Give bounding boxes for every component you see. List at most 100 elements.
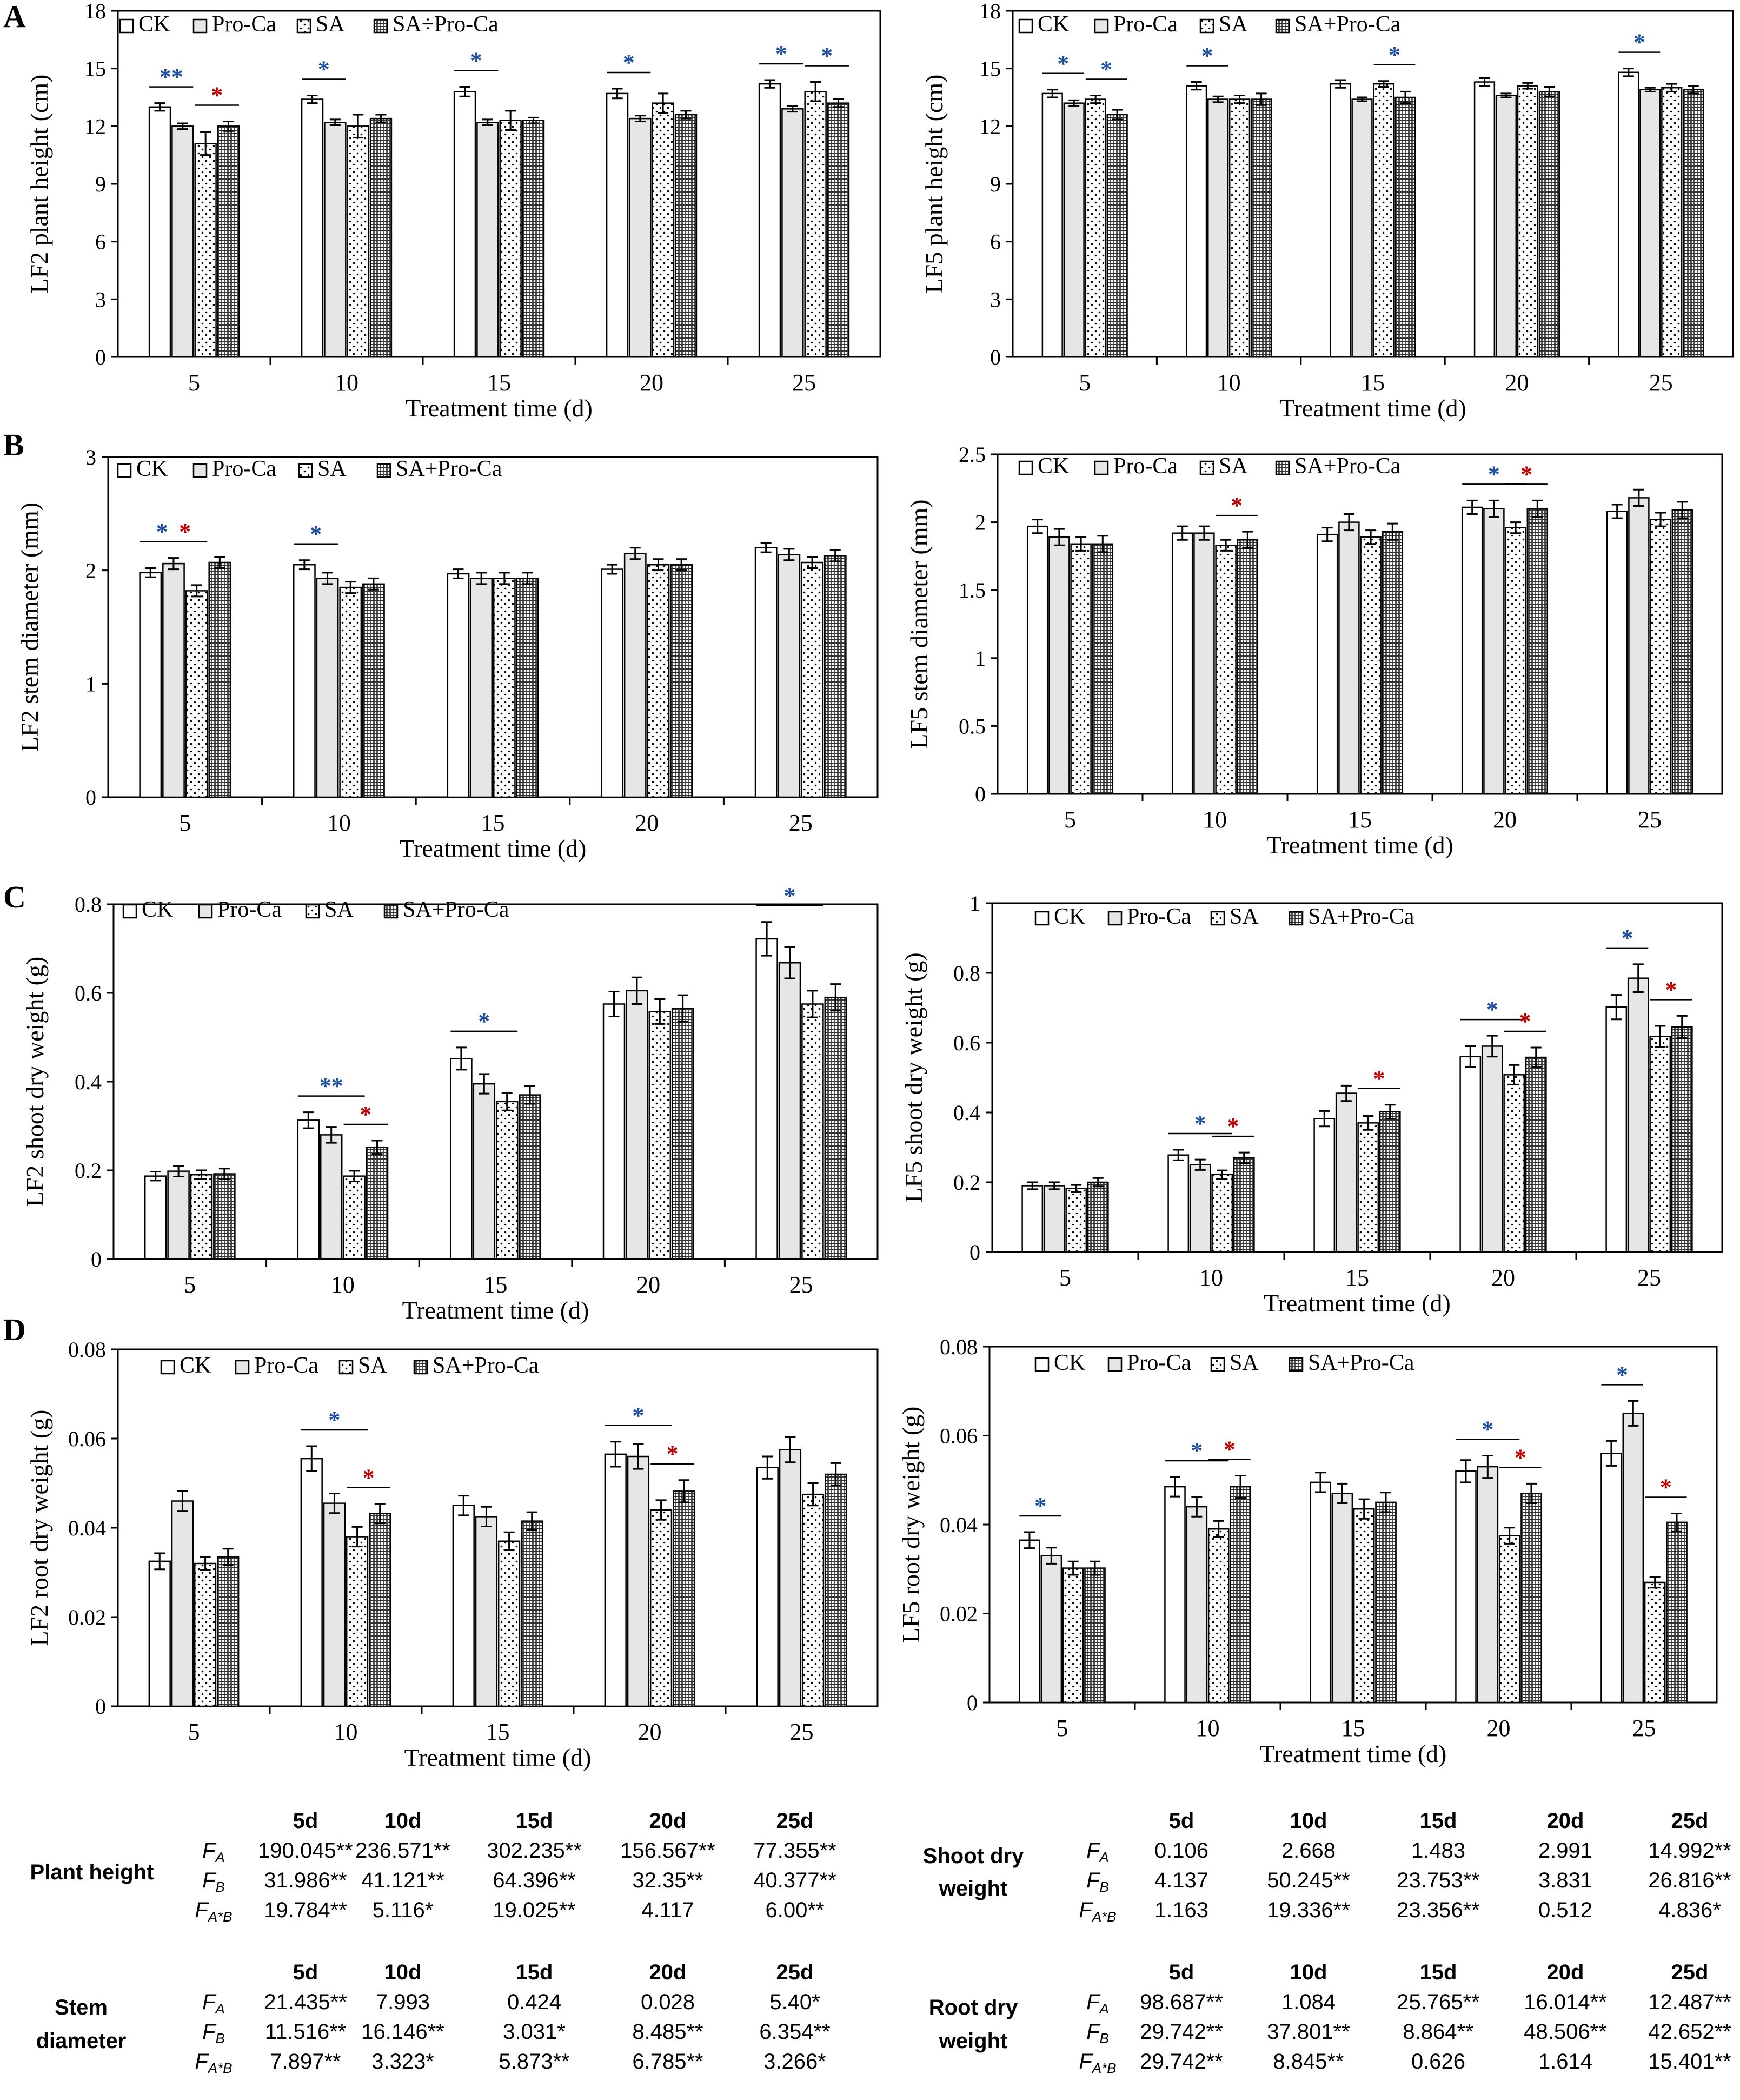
y-tick-label: 0: [967, 1691, 978, 1715]
legend-swatch: [1289, 1357, 1304, 1372]
y-tick-label: 1: [969, 891, 980, 916]
bar-sa-5: [1062, 1567, 1084, 1704]
bar-sa-pro-ca-15: [1379, 1111, 1401, 1253]
legend-swatch: [198, 904, 213, 919]
y-tick-label: 1: [975, 646, 986, 671]
legend-swatch: [1107, 911, 1123, 926]
x-tick-label: 25: [1649, 369, 1673, 396]
y-axis-title: LF2 plant height (cm): [25, 75, 53, 294]
x-tick-label: 10: [1199, 1264, 1223, 1291]
y-tick-label: 0.5: [959, 714, 986, 738]
significance-marker: *: [1373, 1065, 1385, 1092]
x-tick-label: 20: [636, 1271, 660, 1298]
bar-ck-10: [293, 564, 316, 798]
bar-sa-25: [1661, 87, 1683, 358]
bar-sa-pro-ca-5: [1084, 1567, 1106, 1704]
legend-swatch: [1018, 460, 1033, 475]
legend-swatch: [1275, 460, 1290, 475]
anova-factor-label: FA*B: [195, 1898, 232, 1925]
bar-sa-pro-ca-20: [1525, 1056, 1547, 1253]
anova-value: 1.614: [1538, 2050, 1592, 2073]
bar-ck-25: [754, 547, 778, 798]
y-tick-label: 6: [95, 230, 106, 254]
y-tick-label: 18: [979, 0, 1001, 23]
significance-marker: *: [1224, 1436, 1236, 1463]
anova-column-header: 15d: [516, 1809, 553, 1833]
x-tick-label: 10: [327, 810, 351, 836]
legend-label: Pro-Ca: [254, 1353, 318, 1378]
bar-pro-ca-10: [324, 121, 347, 358]
legend-swatch: [160, 1360, 175, 1375]
significance-marker: *: [179, 519, 191, 545]
significance-marker: *: [1482, 1416, 1493, 1443]
anova-block-title: weight: [939, 2029, 1008, 2053]
y-tick-label: 0.06: [68, 1427, 106, 1451]
legend-label: Pro-Ca: [1113, 454, 1178, 479]
legend-label: CK: [1054, 904, 1085, 929]
anova-value: 19.784**: [264, 1898, 347, 1922]
bar-pro-ca-5: [1063, 102, 1085, 358]
significance-marker: *: [1227, 1113, 1239, 1140]
anova-value: 1.084: [1281, 1990, 1336, 2014]
significance-marker: *: [821, 43, 833, 69]
anova-column-header: 10d: [1290, 1809, 1327, 1833]
anova-value: 0.106: [1154, 1839, 1208, 1863]
anova-value: 5.40*: [769, 1990, 820, 2014]
bar-sa-25: [1650, 519, 1671, 795]
legend-label: SA+Pro-Ca: [403, 897, 509, 922]
panel-letter-D: D: [3, 1312, 26, 1347]
y-axis-title: LF2 shoot dry weight (g): [21, 957, 49, 1207]
anova-value: 26.816**: [1648, 1869, 1731, 1892]
bar-ck-25: [1605, 1006, 1628, 1253]
anova-factor-label: FA: [1086, 1990, 1109, 2017]
bar-sa-20: [1505, 527, 1526, 795]
significance-marker: *: [310, 521, 322, 547]
legend-swatch: [1210, 911, 1225, 926]
y-tick-label: 0: [91, 1247, 102, 1271]
bar-pro-ca-10: [316, 578, 339, 798]
anova-factor-label: FB: [202, 2020, 225, 2046]
bar-pro-ca-15: [473, 1083, 496, 1260]
legend-swatch: [305, 904, 320, 919]
bar-ck-10: [1164, 1486, 1186, 1704]
plot-frame: [991, 902, 1723, 1253]
significance-marker: *: [1519, 1008, 1531, 1035]
bar-ck-5: [1041, 92, 1063, 358]
bar-pro-ca-5: [1043, 1185, 1065, 1253]
bar-pro-ca-20: [1483, 508, 1505, 795]
y-tick-label: 9: [95, 172, 106, 196]
legend-label: SA: [1230, 904, 1259, 929]
y-tick-label: 0: [85, 785, 96, 810]
legend-label: SA+Pro-Ca: [1294, 454, 1401, 479]
y-tick-label: 0.6: [953, 1031, 980, 1055]
anova-value: 0.512: [1538, 1898, 1592, 1922]
bar-sa-20: [649, 1509, 673, 1707]
anova-value: 25.765**: [1397, 1990, 1479, 2014]
x-tick-label: 20: [635, 810, 659, 836]
legend-label: CK: [1038, 454, 1069, 479]
bar-ck-5: [1021, 1185, 1044, 1253]
x-tick-label: 25: [789, 810, 813, 836]
anova-value: 0.424: [507, 1990, 561, 2014]
bar-ck-25: [1600, 1453, 1622, 1704]
y-tick-label: 3: [85, 445, 96, 469]
panel-letter-C: C: [3, 879, 26, 915]
x-tick-label: 15: [481, 810, 505, 836]
bar-sa-10: [1228, 98, 1251, 358]
bar-ck-10: [300, 1458, 323, 1707]
bar-sa-25: [1644, 1581, 1666, 1704]
anova-value: 3.323*: [371, 2050, 434, 2073]
anova-factor-label: FA*B: [195, 2050, 232, 2076]
bar-ck-10: [1167, 1154, 1190, 1253]
anova-value: 236.571**: [355, 1839, 450, 1863]
anova-block-title: weight: [939, 1877, 1008, 1900]
legend-swatch: [338, 1360, 354, 1375]
x-tick-label: 10: [1217, 369, 1241, 396]
bar-sa-pro-ca-25: [1671, 509, 1693, 795]
bar-sa-15: [497, 1540, 521, 1707]
x-tick-label: 20: [640, 369, 663, 396]
anova-block-title: diameter: [36, 2029, 127, 2053]
legend-swatch: [376, 463, 391, 478]
y-tick-label: 0.08: [940, 1335, 978, 1359]
bar-pro-ca-5: [1040, 1555, 1062, 1704]
